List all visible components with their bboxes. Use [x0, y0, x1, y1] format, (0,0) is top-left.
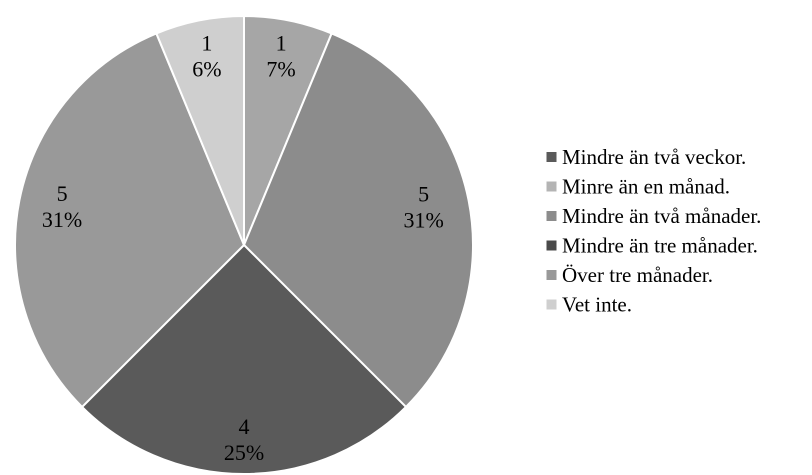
legend-swatch-4: [545, 239, 558, 252]
legend-label-5: Över tre månader.: [562, 263, 713, 287]
legend-swatch-2: [545, 180, 558, 193]
legend: Mindre än två veckor. Minre än en månad. M…: [545, 145, 761, 317]
legend-item-6: Vet inte.: [545, 293, 632, 317]
slice-value-label-5: 1: [201, 31, 212, 56]
legend-label-1: Mindre än två veckor.: [562, 145, 746, 169]
slice-value-label-4: 5: [57, 181, 68, 206]
legend-swatch-6: [545, 298, 558, 311]
pie-slice-2: [242, 32, 474, 409]
slice-percent-label-2: 31%: [404, 207, 444, 232]
slice-percent-label-4: 31%: [42, 207, 82, 232]
legend-item-5: Över tre månader.: [545, 263, 713, 287]
slice-value-label-1: 1: [276, 31, 287, 56]
pie-slices: [14, 14, 474, 475]
legend-label-6: Vet inte.: [562, 293, 632, 317]
pie-data-labels: 17%531%425%531%16%: [42, 31, 444, 465]
legend-item-4: Mindre än tre månader.: [545, 234, 758, 258]
slice-percent-label-1: 7%: [266, 57, 295, 82]
legend-swatch-3: [545, 210, 558, 222]
slice-percent-label-5: 6%: [192, 57, 221, 82]
pie-slice-3: [80, 243, 408, 475]
slice-percent-label-3: 25%: [224, 440, 264, 465]
slice-value-label-3: 4: [239, 414, 250, 439]
pie-slice-4: [14, 32, 246, 409]
legend-swatch-5: [545, 269, 558, 281]
legend-swatch-1: [545, 151, 558, 163]
legend-item-1: Mindre än två veckor.: [545, 145, 746, 169]
legend-label-3: Mindre än två månader.: [562, 204, 761, 228]
legend-label-4: Mindre än tre månader.: [562, 234, 758, 258]
slice-value-label-2: 5: [418, 181, 429, 206]
legend-item-2: Minre än en månad.: [545, 175, 730, 199]
legend-item-3: Mindre än två månader.: [545, 204, 761, 228]
pie-slice-5: [155, 14, 245, 246]
legend-label-2: Minre än en månad.: [562, 175, 730, 199]
